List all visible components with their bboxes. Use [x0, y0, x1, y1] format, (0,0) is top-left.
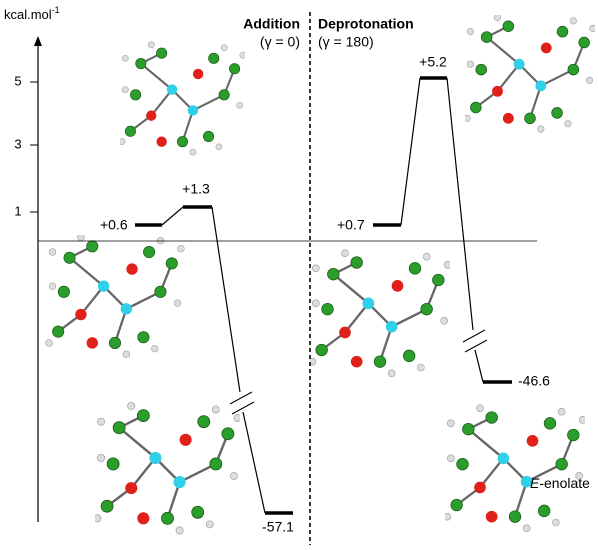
molecule	[119, 42, 246, 156]
molecule	[464, 14, 596, 132]
molecule	[444, 405, 586, 532]
energy-diagram: 1 3 5 kcal.mol-1 Addition (γ = 0) Deprot…	[0, 0, 598, 550]
axis-arrow	[34, 36, 42, 46]
tick-label: 1	[14, 203, 21, 218]
connector	[401, 78, 420, 225]
level-label: -46.6	[518, 373, 550, 389]
level-label: -57.1	[262, 519, 294, 535]
molecule	[309, 250, 451, 377]
molecule	[94, 402, 241, 534]
axis-unit: kcal.mol	[4, 7, 52, 22]
connector	[212, 207, 240, 392]
panel-subtitle: (γ = 0)	[260, 34, 300, 50]
connector	[475, 350, 483, 382]
level-label: +0.7	[337, 217, 365, 233]
panel-title: Addition	[243, 16, 300, 32]
connector	[243, 412, 265, 513]
tick-label: 5	[14, 73, 21, 88]
break	[230, 392, 252, 404]
level-label: +0.6	[100, 217, 128, 233]
panel-subtitle: (γ = 180)	[318, 34, 374, 50]
break	[463, 330, 485, 342]
tick-label: 3	[14, 136, 21, 151]
connector	[162, 207, 183, 225]
break	[465, 340, 487, 352]
panel-title: Deprotonation	[318, 16, 414, 32]
annotation-text: -enolate	[539, 475, 590, 491]
axis-unit-sup: -1	[52, 5, 60, 15]
annotation: E-enolate	[530, 475, 590, 491]
level-label: +5.2	[419, 54, 447, 70]
axis-label: kcal.mol-1	[4, 5, 60, 22]
level-label: +1.3	[182, 181, 210, 197]
molecule	[46, 234, 185, 358]
